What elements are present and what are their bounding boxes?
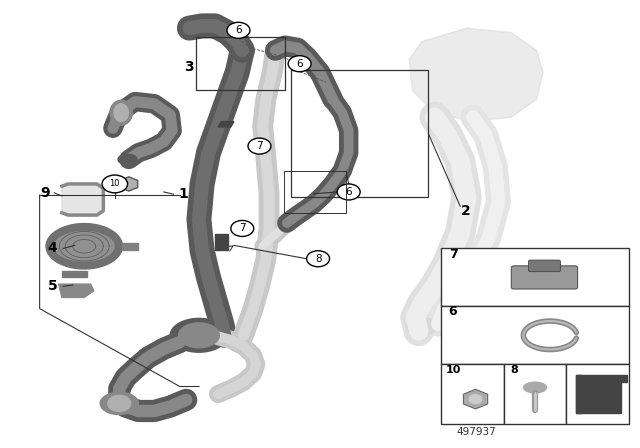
Polygon shape <box>409 28 543 121</box>
Bar <box>441 364 504 424</box>
Circle shape <box>288 56 311 72</box>
Text: 4: 4 <box>47 241 57 255</box>
Bar <box>504 364 566 424</box>
Circle shape <box>227 22 250 39</box>
Polygon shape <box>215 234 228 250</box>
Text: 7: 7 <box>449 248 458 261</box>
Text: 10: 10 <box>446 365 461 375</box>
Polygon shape <box>463 389 488 409</box>
Polygon shape <box>62 184 103 215</box>
Text: 2: 2 <box>460 204 470 218</box>
Polygon shape <box>110 100 132 125</box>
Polygon shape <box>114 104 129 121</box>
Circle shape <box>307 251 330 267</box>
Bar <box>196 37 285 90</box>
Text: 5: 5 <box>47 280 57 293</box>
Text: 10: 10 <box>109 180 120 189</box>
Polygon shape <box>108 396 131 411</box>
Text: 6: 6 <box>346 187 352 197</box>
Polygon shape <box>576 375 582 413</box>
Polygon shape <box>170 319 228 352</box>
Bar <box>291 70 428 197</box>
Bar <box>284 171 346 213</box>
Polygon shape <box>46 224 122 269</box>
Circle shape <box>231 220 253 237</box>
Polygon shape <box>524 382 547 393</box>
Polygon shape <box>100 392 138 414</box>
Text: 7: 7 <box>239 224 246 233</box>
Text: 6: 6 <box>449 305 458 318</box>
Text: 6: 6 <box>235 26 242 35</box>
Text: 3: 3 <box>184 60 194 74</box>
Text: 7: 7 <box>256 141 263 151</box>
Bar <box>441 306 629 364</box>
Circle shape <box>248 138 271 154</box>
Polygon shape <box>469 395 482 404</box>
Polygon shape <box>118 154 137 165</box>
Bar <box>566 364 629 424</box>
Polygon shape <box>122 243 138 250</box>
Text: 9: 9 <box>40 186 49 200</box>
Text: 1: 1 <box>178 187 188 201</box>
Polygon shape <box>409 28 543 121</box>
Polygon shape <box>576 375 627 413</box>
Text: 8: 8 <box>315 254 321 264</box>
Bar <box>441 249 629 306</box>
FancyBboxPatch shape <box>529 260 561 271</box>
Polygon shape <box>120 177 138 191</box>
Circle shape <box>337 184 360 200</box>
Polygon shape <box>62 271 88 277</box>
Polygon shape <box>218 121 234 127</box>
Text: 6: 6 <box>296 59 303 69</box>
Polygon shape <box>406 318 438 335</box>
Polygon shape <box>59 284 94 297</box>
Polygon shape <box>54 232 114 261</box>
Circle shape <box>102 175 127 193</box>
Text: 8: 8 <box>510 365 518 375</box>
Text: 497937: 497937 <box>456 427 496 438</box>
Polygon shape <box>179 323 220 348</box>
FancyBboxPatch shape <box>511 266 577 289</box>
